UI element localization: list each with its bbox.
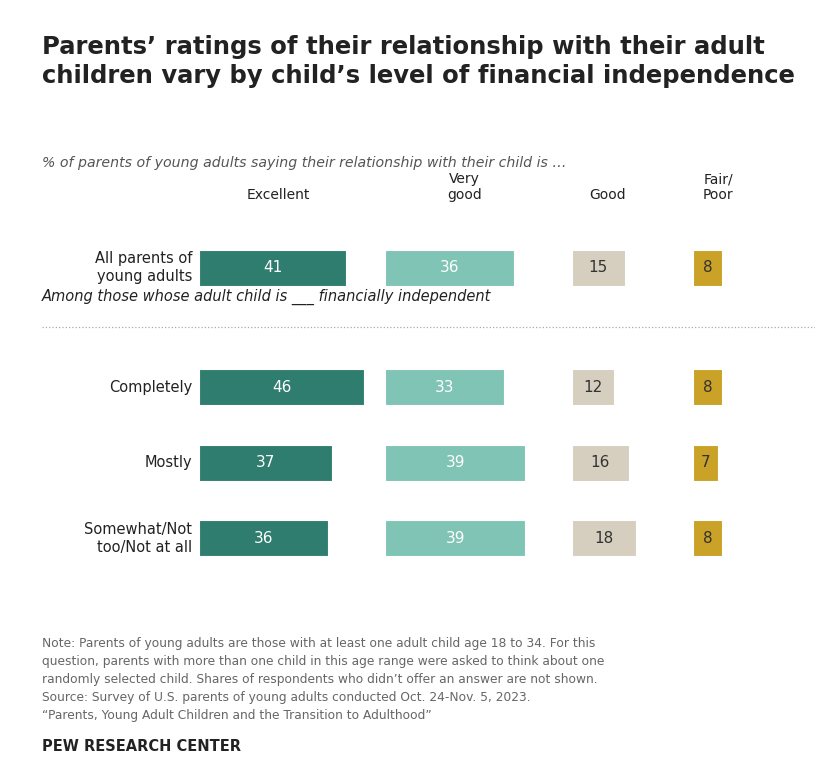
Text: 7: 7 <box>701 455 711 470</box>
Text: 8: 8 <box>702 379 712 394</box>
Text: Excellent: Excellent <box>246 188 310 203</box>
Bar <box>571 369 614 405</box>
Bar <box>571 445 629 481</box>
Text: 33: 33 <box>435 379 454 394</box>
Bar <box>386 445 525 481</box>
Bar <box>386 249 514 285</box>
Text: Note: Parents of young adults are those with at least one adult child age 18 to : Note: Parents of young adults are those … <box>42 637 604 723</box>
Bar <box>571 249 625 285</box>
Bar <box>199 445 332 481</box>
Text: Completely: Completely <box>109 379 192 394</box>
Text: 39: 39 <box>445 455 465 470</box>
Text: 46: 46 <box>272 379 291 394</box>
Bar <box>199 249 346 285</box>
Text: All parents of
young adults: All parents of young adults <box>95 251 192 284</box>
Bar <box>199 520 328 556</box>
Bar <box>199 369 364 405</box>
Text: 8: 8 <box>702 260 712 275</box>
Text: 37: 37 <box>256 455 276 470</box>
Text: 39: 39 <box>445 531 465 546</box>
Bar <box>693 520 722 556</box>
Text: Very
good: Very good <box>447 172 481 203</box>
Text: Mostly: Mostly <box>144 455 192 470</box>
Text: Parents’ ratings of their relationship with their adult
children vary by child’s: Parents’ ratings of their relationship w… <box>42 35 795 88</box>
Text: % of parents of young adults saying their relationship with their child is …: % of parents of young adults saying thei… <box>42 156 566 170</box>
Bar <box>693 445 718 481</box>
Text: 41: 41 <box>263 260 282 275</box>
Text: 12: 12 <box>583 379 602 394</box>
Text: PEW RESEARCH CENTER: PEW RESEARCH CENTER <box>42 739 241 754</box>
Text: Somewhat/Not
too/Not at all: Somewhat/Not too/Not at all <box>84 522 192 554</box>
Text: 18: 18 <box>594 531 613 546</box>
Text: 8: 8 <box>702 531 712 546</box>
Text: Good: Good <box>589 188 626 203</box>
Text: 36: 36 <box>440 260 459 275</box>
Bar <box>693 249 722 285</box>
Text: 36: 36 <box>254 531 274 546</box>
Bar <box>571 520 636 556</box>
Text: 15: 15 <box>589 260 608 275</box>
Bar <box>693 369 722 405</box>
Text: Among those whose adult child is ___ financially independent: Among those whose adult child is ___ fin… <box>42 289 491 305</box>
Bar <box>386 520 525 556</box>
Text: Fair/
Poor: Fair/ Poor <box>703 172 733 203</box>
Bar <box>386 369 503 405</box>
Text: 16: 16 <box>591 455 610 470</box>
